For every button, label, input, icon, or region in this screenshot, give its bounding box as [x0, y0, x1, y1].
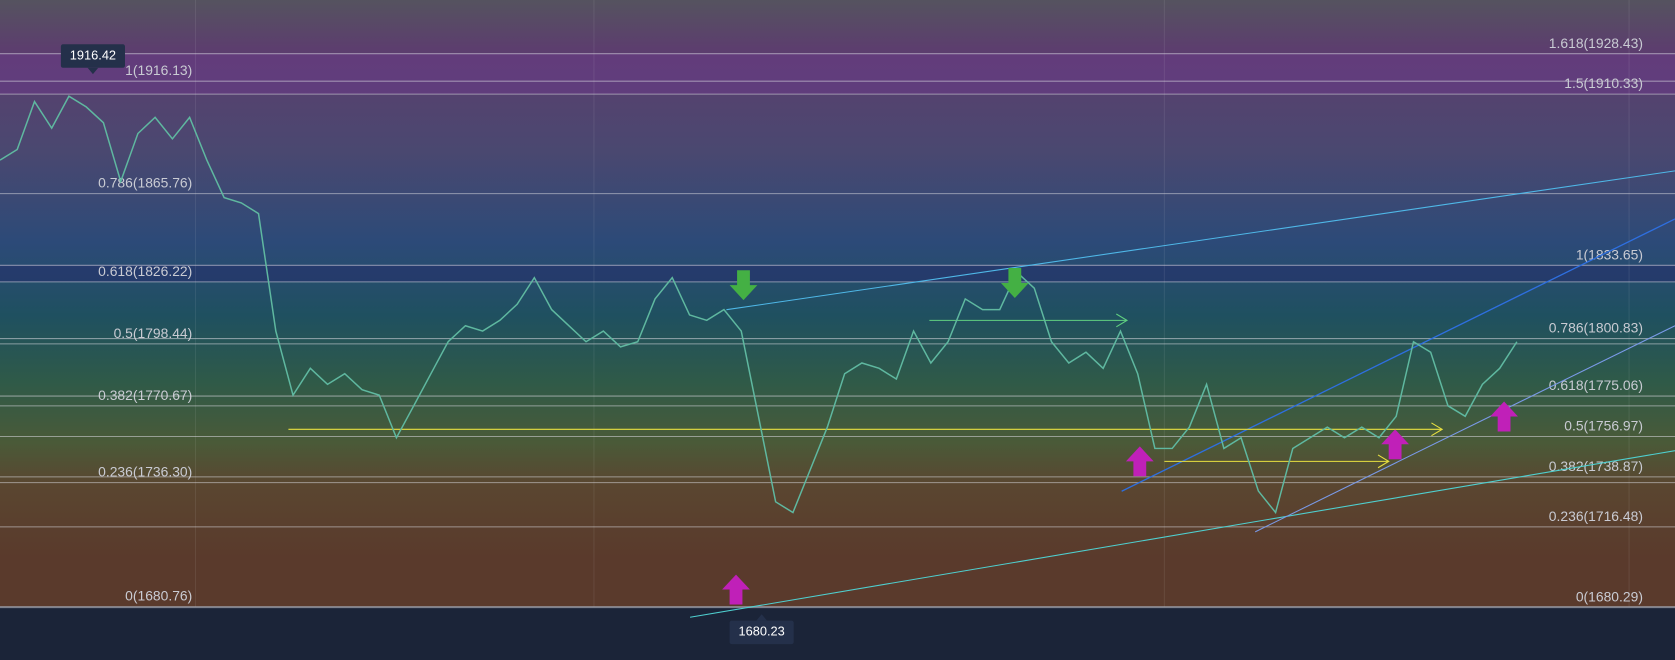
background [0, 0, 1675, 607]
flag-pointer [87, 67, 99, 75]
fib-label: 0.382(1770.67) [98, 387, 192, 403]
fib-label: 0.786(1865.76) [98, 175, 192, 191]
price-flags: 1916.42 1680.23 [60, 44, 794, 645]
fib-label: 0.236(1736.30) [98, 464, 192, 480]
fib-label: 0(1680.29) [1576, 589, 1643, 605]
flag-box [60, 44, 125, 68]
flag-pointer [756, 614, 767, 621]
fib-label: 0.618(1826.22) [98, 263, 192, 279]
fib-label: 1.618(1928.43) [1549, 35, 1643, 51]
fib-label: 0.618(1775.06) [1549, 377, 1643, 393]
fib-label: 0.236(1716.48) [1549, 508, 1643, 524]
fib-label: 1(1833.65) [1576, 246, 1643, 262]
grid [194, 0, 1630, 607]
fib-label: 0.5(1798.44) [114, 325, 193, 341]
fib-label: 0.382(1738.87) [1549, 458, 1643, 474]
band [0, 264, 1675, 282]
band [0, 53, 1675, 94]
flag-box [729, 620, 794, 645]
fib-label: 0.786(1800.83) [1549, 320, 1643, 336]
fib-label: 1(1916.13) [125, 62, 192, 78]
fib-label: 0(1680.76) [125, 588, 192, 604]
fib-label: 0.5(1756.97) [1564, 418, 1643, 434]
signal-arrows [722, 268, 1518, 605]
footer-band [0, 606, 1675, 660]
flag-label: 1916.42 [70, 47, 116, 62]
trend-lines [288, 170, 1675, 618]
fib-levels: 0(1680.76) 0.236(1736.30) 0.382(1770.67) 0.… [0, 35, 1675, 609]
fib-label: 1.5(1910.33) [1564, 75, 1643, 91]
price-line [0, 95, 1518, 515]
flag-label: 1680.23 [739, 624, 785, 639]
